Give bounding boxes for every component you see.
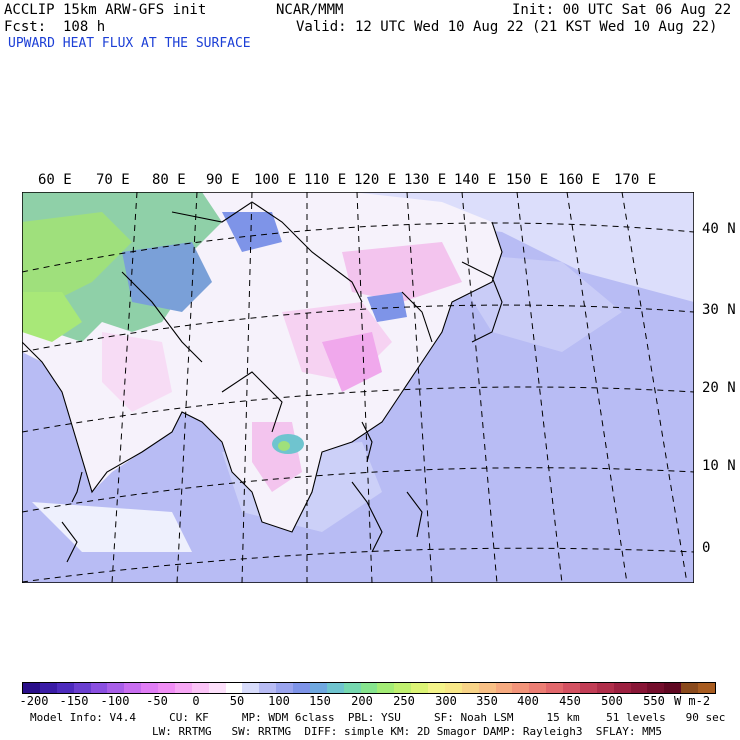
colorbar-swatch	[309, 683, 327, 693]
model-title: ACCLIP 15km ARW-GFS init	[4, 2, 207, 18]
lon-label-90e: 90 E	[206, 172, 240, 188]
lon-label-130e: 130 E	[404, 172, 447, 188]
colorbar-swatch	[444, 683, 462, 693]
colorbar-swatch	[90, 683, 108, 693]
lon-label-70e: 70 E	[96, 172, 130, 188]
colorbar-swatch	[56, 683, 74, 693]
colorbar-swatch	[461, 683, 479, 693]
cb-tick: -200	[19, 694, 49, 708]
cb-tick: 550	[643, 694, 665, 708]
colorbar-swatch	[664, 683, 682, 693]
cb-tick: 300	[435, 694, 457, 708]
cb-tick: 100	[268, 694, 290, 708]
colorbar-swatch	[276, 683, 293, 693]
colorbar-swatch	[681, 683, 698, 693]
org-label: NCAR/MMM	[276, 2, 344, 18]
cb-tick: 0	[192, 694, 200, 708]
colorbar-swatch	[394, 683, 412, 693]
colorbar-swatch	[495, 683, 513, 693]
colorbar-swatch	[579, 683, 597, 693]
colorbar-swatch	[647, 683, 665, 693]
colorbar-swatch	[529, 683, 547, 693]
valid-time: Valid: 12 UTC Wed 10 Aug 22 (21 KST Wed …	[296, 19, 718, 35]
cb-tick: 250	[393, 694, 415, 708]
cb-tick: 450	[559, 694, 581, 708]
lon-label-120e: 120 E	[354, 172, 397, 188]
colorbar-swatch	[242, 683, 260, 693]
coastlines	[22, 201, 503, 563]
cb-tick: 350	[476, 694, 498, 708]
colorbar-swatch	[259, 683, 277, 693]
lon-label-160e: 160 E	[558, 172, 601, 188]
lon-label-100e: 100 E	[254, 172, 297, 188]
lon-label-60e: 60 E	[38, 172, 72, 188]
lon-label-170e: 170 E	[614, 172, 657, 188]
cb-tick: 150	[309, 694, 331, 708]
colorbar-swatch	[174, 683, 192, 693]
colorbar-swatch	[428, 683, 445, 693]
lon-label-140e: 140 E	[454, 172, 497, 188]
colorbar-swatch	[293, 683, 310, 693]
colorbar-swatch	[73, 683, 91, 693]
cb-tick: 400	[517, 694, 539, 708]
lat-label-0: 0	[702, 540, 711, 556]
colorbar	[22, 682, 716, 694]
colorbar-swatch	[141, 683, 158, 693]
colorbar-swatch	[630, 683, 648, 693]
colorbar-swatch	[360, 683, 378, 693]
model-info-line2: LW: RRTMG SW: RRTMG DIFF: simple KM: 2D …	[152, 725, 662, 738]
colorbar-swatch	[107, 683, 125, 693]
flux-map	[22, 192, 694, 583]
colorbar-swatch	[512, 683, 530, 693]
cb-tick: -50	[146, 694, 168, 708]
field-title: UPWARD HEAT FLUX AT THE SURFACE	[8, 36, 251, 51]
lon-label-80e: 80 E	[152, 172, 186, 188]
colorbar-swatch	[208, 683, 226, 693]
cb-tick: 50	[229, 694, 245, 708]
lat-label-20n: 20 N	[702, 380, 736, 396]
colorbar-labels: -200 -150 -100 -50 0 50 100 150 200 250 …	[0, 694, 740, 708]
colorbar-swatch	[411, 683, 428, 693]
lat-label-10n: 10 N	[702, 458, 736, 474]
colorbar-swatch	[596, 683, 614, 693]
cb-tick: -150	[59, 694, 89, 708]
lon-label-150e: 150 E	[506, 172, 549, 188]
colorbar-swatch	[39, 683, 57, 693]
colorbar-swatch	[23, 683, 40, 693]
colorbar-swatch	[478, 683, 496, 693]
lat-label-30n: 30 N	[702, 302, 736, 318]
colorbar-swatch	[124, 683, 142, 693]
colorbar-swatch	[563, 683, 580, 693]
colorbar-swatch	[377, 683, 395, 693]
graticule	[22, 192, 694, 583]
forecast-hour: Fcst: 108 h	[4, 19, 106, 35]
cb-tick: 500	[601, 694, 623, 708]
model-info-line1: Model Info: V4.4 CU: KF MP: WDM 6class P…	[30, 711, 726, 724]
init-time: Init: 00 UTC Sat 06 Aug 22	[512, 2, 732, 18]
colorbar-swatch	[191, 683, 209, 693]
lon-label-110e: 110 E	[304, 172, 347, 188]
colorbar-swatch	[613, 683, 631, 693]
cb-tick: 200	[351, 694, 373, 708]
cb-units: W m-2	[673, 694, 711, 708]
colorbar-swatch	[698, 683, 715, 693]
colorbar-swatch	[225, 683, 243, 693]
colorbar-swatch	[343, 683, 361, 693]
colorbar-swatch	[158, 683, 175, 693]
cb-tick: -100	[100, 694, 130, 708]
lat-label-40n: 40 N	[702, 221, 736, 237]
colorbar-swatch	[326, 683, 344, 693]
colorbar-swatch	[546, 683, 563, 693]
